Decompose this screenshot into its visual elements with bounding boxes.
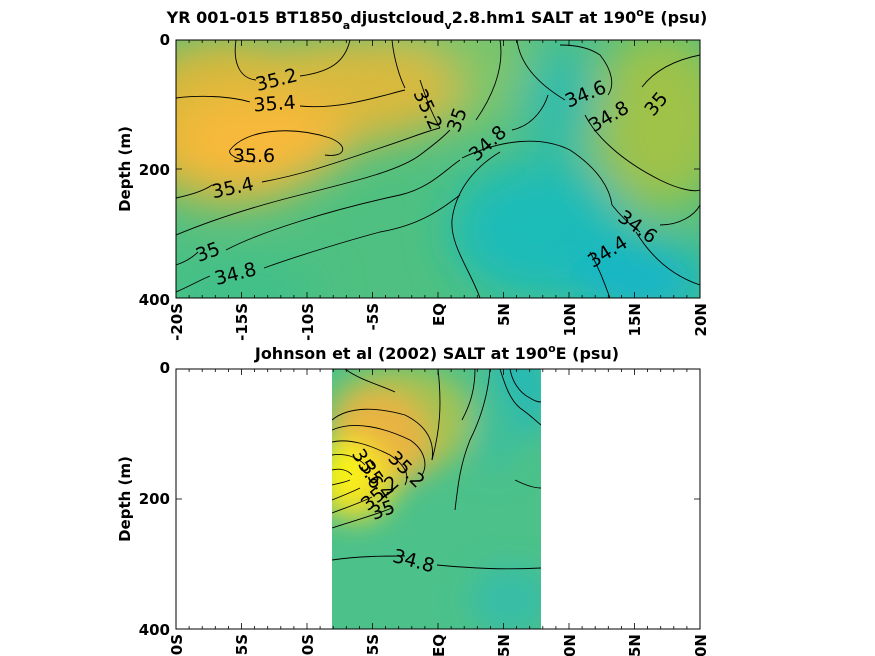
x-tick-label: -15S <box>233 634 251 656</box>
panel-observations: Johnson et al (2002) SALT at 190oE (psu) <box>116 342 710 656</box>
y-tick-label: 0 <box>160 31 170 49</box>
y-tick-labels: 0 200 400 <box>139 359 170 639</box>
x-tick-label: -5S <box>364 634 382 656</box>
y-tick-label: 200 <box>139 490 170 508</box>
contour-labels: 35.2 35.4 35.2 35 35.6 34.8 35.4 34.6 34… <box>193 64 673 290</box>
chart-title: YR 001-015 BT1850adjustcloudv2.8.hm1 SAL… <box>166 6 708 32</box>
chart-title: Johnson et al (2002) SALT at 190oE (psu) <box>254 342 619 363</box>
y-tick-labels: 0 200 400 <box>139 31 170 309</box>
x-tick-label: -15S <box>233 303 251 341</box>
contour-label: 35.4 <box>253 92 297 117</box>
x-tick-label: 5N <box>495 634 513 656</box>
y-tick-label: 0 <box>160 359 170 377</box>
contour-lines <box>176 40 700 298</box>
x-tick-label: EQ <box>430 634 448 656</box>
x-tick-label: -10S <box>299 303 317 341</box>
y-tick-label: 200 <box>139 161 170 179</box>
x-tick-label: 15N <box>626 634 644 656</box>
x-tick-label: -20S <box>168 634 186 656</box>
y-axis-label: Depth (m) <box>116 126 134 212</box>
x-tick-label: 10N <box>561 303 579 336</box>
x-tick-label: 20N <box>692 303 710 336</box>
contour-lines <box>332 369 541 570</box>
heatmap <box>176 40 700 298</box>
heatmap <box>332 369 541 629</box>
x-tick-label: EQ <box>430 303 448 326</box>
y-axis-label: Depth (m) <box>116 456 134 542</box>
x-tick-label: 15N <box>626 303 644 336</box>
x-tick-labels: -20S -15S -10S -5S EQ 5N 10N 15N 20N <box>168 303 710 341</box>
x-ticks <box>175 39 701 299</box>
y-tick-label: 400 <box>139 291 170 309</box>
x-tick-label: -20S <box>168 303 186 341</box>
x-tick-label: -5S <box>364 303 382 330</box>
x-ticks <box>175 368 701 630</box>
x-tick-labels: -20S -15S -10S -5S EQ 5N 10N 15N 20N <box>168 634 710 656</box>
x-tick-label: 5N <box>495 303 513 326</box>
y-tick-label: 400 <box>139 621 170 639</box>
x-tick-label: 20N <box>692 634 710 656</box>
contour-label: 35.6 <box>233 145 275 167</box>
panel-model: YR 001-015 BT1850adjustcloudv2.8.hm1 SAL… <box>116 6 710 341</box>
x-tick-label: -10S <box>299 634 317 656</box>
x-tick-label: 10N <box>561 634 579 656</box>
